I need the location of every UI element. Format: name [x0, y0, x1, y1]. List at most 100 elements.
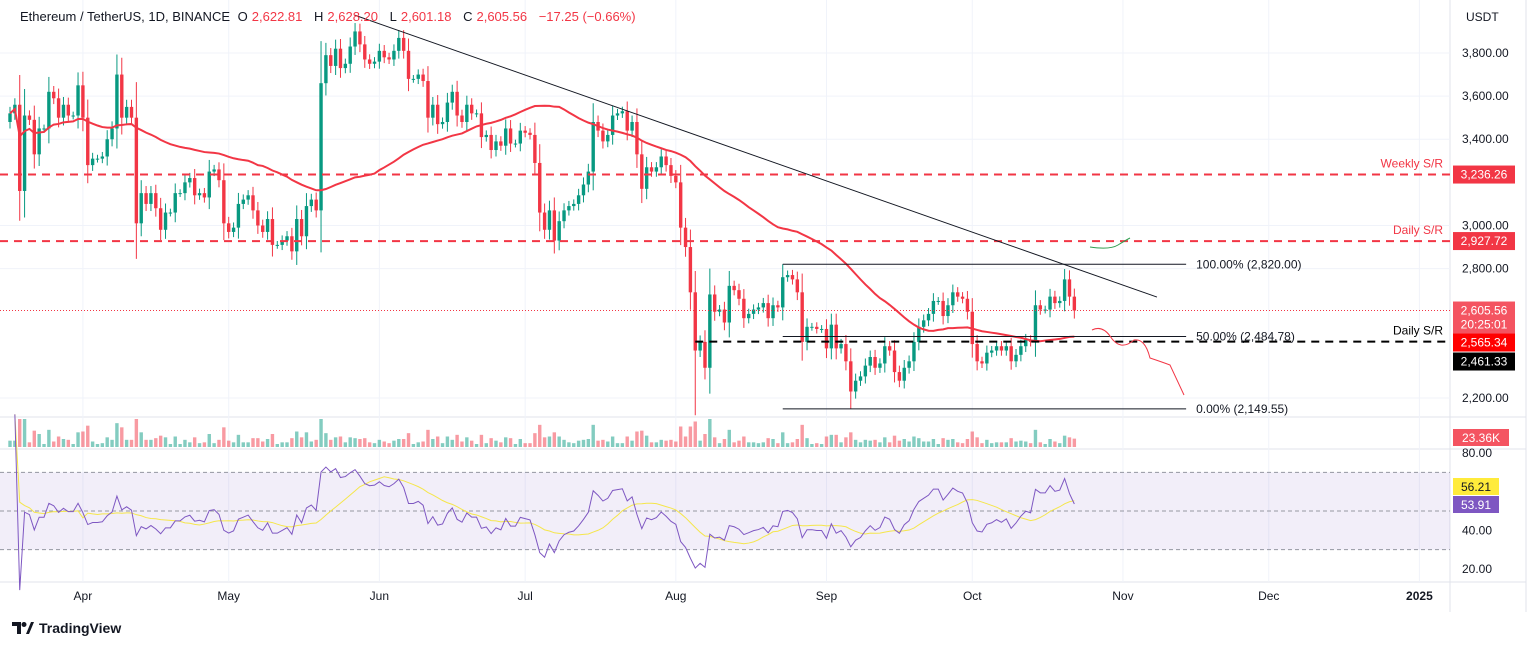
candle-body [227, 223, 231, 232]
candle-body [124, 106, 129, 118]
volume-bar [251, 438, 255, 447]
candle [163, 203, 168, 239]
candle-body [1004, 346, 1008, 351]
volume-bar [1043, 444, 1047, 447]
candle-body [722, 309, 727, 323]
volume-bar [76, 432, 80, 447]
candle-body [1024, 339, 1028, 347]
candle [81, 71, 85, 132]
candle [1043, 305, 1047, 314]
candle-body [474, 113, 479, 115]
candle-body [275, 244, 279, 246]
candle [251, 186, 255, 219]
fib-level-label: 100.00% (2,820.00) [1196, 257, 1301, 271]
candle-body [538, 162, 542, 213]
volume-bar [606, 441, 610, 447]
candle-body [732, 285, 736, 291]
volume-bar [985, 439, 989, 447]
candle-body [674, 175, 678, 183]
volume-bar [329, 439, 333, 447]
candle [941, 292, 945, 325]
volume-bar [115, 423, 119, 447]
volume-bar [416, 442, 420, 447]
candle-body [431, 104, 435, 118]
candle-body [261, 225, 265, 232]
candle-body [246, 195, 250, 200]
right-margin [1526, 0, 1536, 612]
tradingview-logo[interactable]: TradingView [12, 620, 121, 636]
volume-bar [829, 434, 834, 447]
candle-body [426, 81, 430, 118]
volume-bar [960, 443, 965, 447]
volume-bar [56, 436, 61, 447]
candle [173, 183, 177, 223]
volume-bar [630, 440, 634, 447]
candle-body [678, 182, 683, 228]
price-label-badge [1453, 352, 1515, 371]
candle [990, 346, 994, 358]
candle [688, 229, 693, 310]
volume-bar [795, 439, 800, 447]
candle-body [421, 74, 425, 82]
candle [844, 335, 848, 371]
candle-body [693, 292, 697, 351]
volume-bar [970, 431, 974, 447]
candle-body [994, 346, 999, 351]
candle-body [941, 300, 945, 317]
candle [858, 371, 863, 386]
candle [883, 337, 887, 373]
candle [985, 345, 989, 371]
candle [606, 129, 610, 148]
candle [499, 136, 503, 151]
volume-bar [460, 441, 464, 447]
candle [275, 241, 279, 249]
volume-bar [37, 434, 41, 447]
candle [815, 322, 819, 334]
volume-bar [241, 442, 245, 447]
candle-body [202, 193, 207, 198]
candle [401, 30, 406, 59]
candle-body [557, 221, 561, 241]
candle-body [256, 210, 260, 226]
candle-body [115, 74, 119, 129]
candle-body [640, 154, 644, 189]
volume-bar [523, 443, 527, 447]
volume-bar [494, 440, 498, 447]
candle-body [22, 115, 27, 191]
candle [674, 170, 678, 189]
volume-bar [470, 440, 474, 447]
candle [1038, 300, 1043, 315]
candle-body [387, 57, 391, 60]
tradingview-logo-icon [12, 622, 34, 634]
currency-unit[interactable]: USDT [1466, 10, 1499, 24]
candle [149, 186, 153, 212]
candle-body [280, 240, 284, 245]
candle [207, 159, 211, 210]
candle-body [207, 171, 211, 198]
candle [926, 308, 931, 327]
candle-body [785, 275, 790, 278]
candle [474, 109, 479, 118]
volume-bar [173, 436, 177, 447]
candle-body [299, 219, 304, 237]
candle [1009, 337, 1013, 370]
candle [329, 48, 333, 74]
candle-body [1072, 296, 1077, 311]
time-tick-label: Oct [963, 589, 982, 603]
candle [630, 115, 634, 138]
volume-bar [897, 440, 902, 447]
volume-bar [785, 443, 790, 447]
volume-bar [32, 430, 36, 447]
candle-body [66, 104, 71, 116]
volume-bar [547, 436, 552, 447]
volume-bar [227, 440, 231, 447]
candle [319, 41, 323, 253]
candle [295, 205, 299, 265]
candle [508, 120, 513, 152]
volume-bar [1062, 435, 1067, 447]
volume-bar [397, 439, 401, 447]
volume-bar [674, 441, 678, 447]
candle-body [858, 376, 863, 381]
candle-body [8, 113, 12, 122]
